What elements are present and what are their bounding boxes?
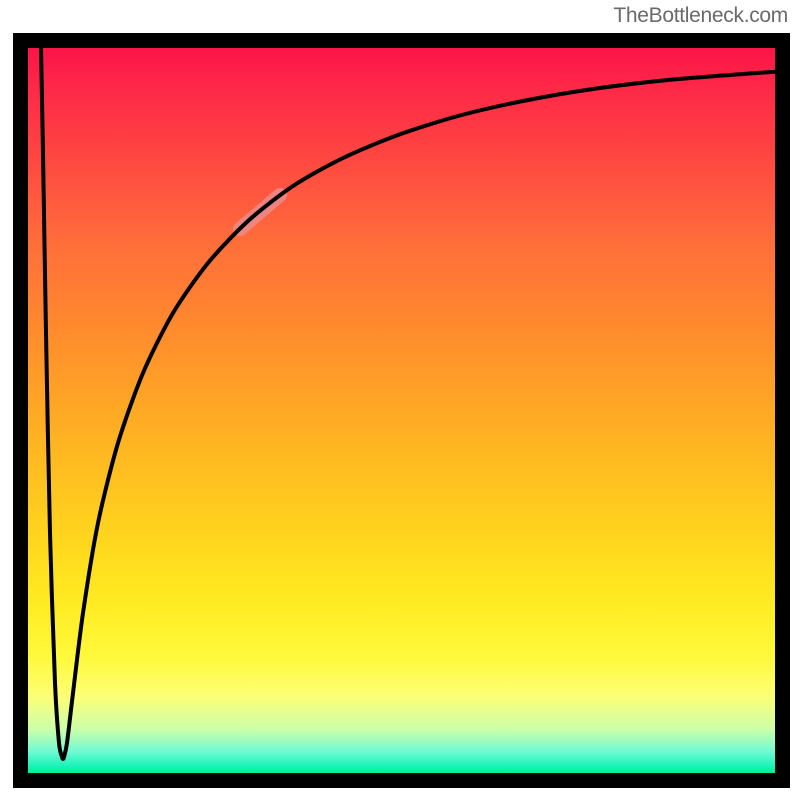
bottleneck-curve: [41, 48, 788, 759]
chart-curve-svg: [13, 33, 790, 788]
chart-area: [13, 33, 790, 788]
watermark-text: TheBottleneck.com: [613, 4, 788, 28]
